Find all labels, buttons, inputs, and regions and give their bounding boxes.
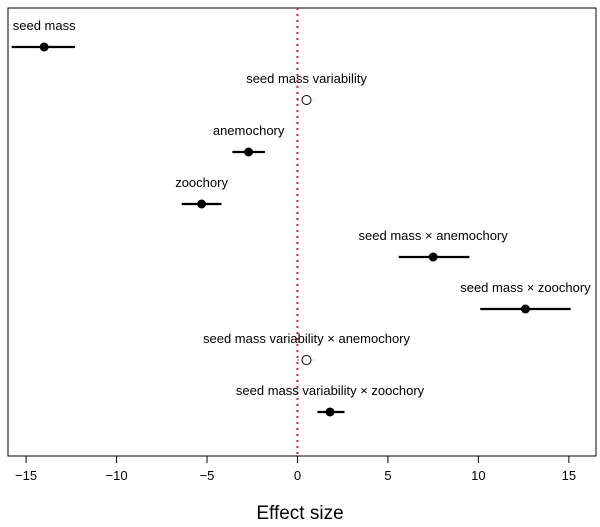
point-label: seed mass variability bbox=[246, 71, 367, 86]
point-label: seed mass × zoochory bbox=[460, 280, 591, 295]
forest-row: zoochory bbox=[175, 175, 228, 209]
point-label: seed mass variability × anemochory bbox=[203, 331, 411, 346]
forest-row: seed mass × zoochory bbox=[460, 280, 591, 314]
x-axis: −15 −10 −5 0 5 10 15 bbox=[15, 456, 576, 483]
points-layer: seed mass seed mass variability anemochory… bbox=[11, 18, 591, 417]
forest-row: seed mass bbox=[11, 18, 76, 52]
forest-row: seed mass variability bbox=[246, 71, 367, 105]
estimate-point bbox=[301, 355, 312, 365]
point-label: zoochory bbox=[175, 175, 228, 190]
point-label: seed mass × anemochory bbox=[359, 228, 509, 243]
forest-row: seed mass variability × anemochory bbox=[203, 331, 411, 365]
x-tick-label: 15 bbox=[562, 468, 576, 483]
estimate-point bbox=[197, 199, 207, 209]
point-label: seed mass bbox=[13, 18, 76, 33]
x-tick-label: 0 bbox=[294, 468, 301, 483]
forest-row: seed mass variability × zoochory bbox=[236, 383, 425, 417]
estimate-point bbox=[520, 304, 530, 314]
forest-row: anemochory bbox=[213, 123, 285, 157]
x-axis-title: Effect size bbox=[256, 503, 343, 524]
x-tick-label: −15 bbox=[15, 468, 37, 483]
point-label: anemochory bbox=[213, 123, 285, 138]
x-tick-label: 5 bbox=[384, 468, 391, 483]
estimate-point bbox=[301, 95, 312, 105]
estimate-point bbox=[244, 147, 254, 157]
x-tick-label: −5 bbox=[200, 468, 215, 483]
estimate-point bbox=[39, 42, 49, 52]
plot-frame bbox=[7, 7, 597, 457]
x-tick-label: −10 bbox=[106, 468, 128, 483]
forest-row: seed mass × anemochory bbox=[359, 228, 509, 262]
estimate-point bbox=[428, 252, 438, 262]
estimate-point bbox=[325, 407, 335, 417]
point-label: seed mass variability × zoochory bbox=[236, 383, 425, 398]
x-tick-label: 10 bbox=[471, 468, 485, 483]
